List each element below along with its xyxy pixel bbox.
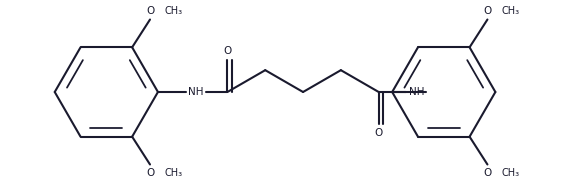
Text: O: O	[483, 168, 492, 178]
Text: O: O	[375, 128, 383, 138]
Text: NH: NH	[188, 87, 203, 97]
Text: O: O	[146, 6, 154, 16]
Text: O: O	[483, 6, 492, 16]
Text: O: O	[223, 46, 232, 56]
Text: CH₃: CH₃	[164, 168, 182, 178]
Text: CH₃: CH₃	[164, 6, 182, 16]
Text: NH: NH	[408, 87, 424, 97]
Text: CH₃: CH₃	[502, 168, 520, 178]
Text: CH₃: CH₃	[502, 6, 520, 16]
Text: O: O	[146, 168, 154, 178]
